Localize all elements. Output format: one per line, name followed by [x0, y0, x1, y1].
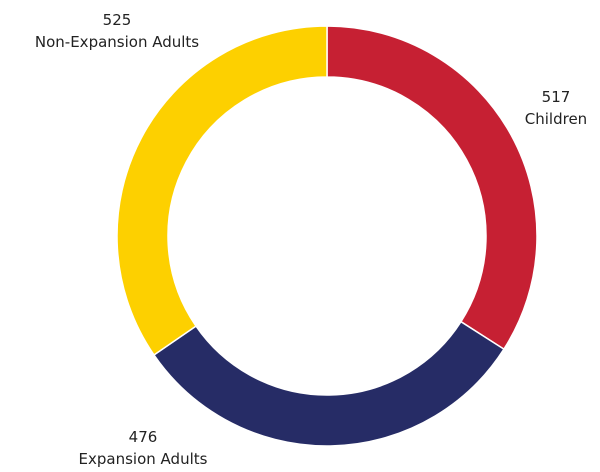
non-expansion-adults-name-label: Non-Expansion Adults	[35, 33, 199, 51]
expansion-adults-name-label: Expansion Adults	[79, 450, 208, 468]
children-value-label: 517	[542, 88, 571, 106]
non-expansion-adults-value-label: 525	[103, 11, 132, 29]
children-name-label: Children	[525, 110, 587, 128]
slice-children	[326, 25, 538, 351]
slice-expansion-adults	[152, 320, 505, 447]
donut-slices	[116, 25, 538, 447]
expansion-adults-value-label: 476	[129, 428, 158, 446]
slice-non-expansion-adults	[116, 25, 328, 357]
data-labels: 517 Children 476 Expansion Adults 525 No…	[35, 11, 587, 468]
